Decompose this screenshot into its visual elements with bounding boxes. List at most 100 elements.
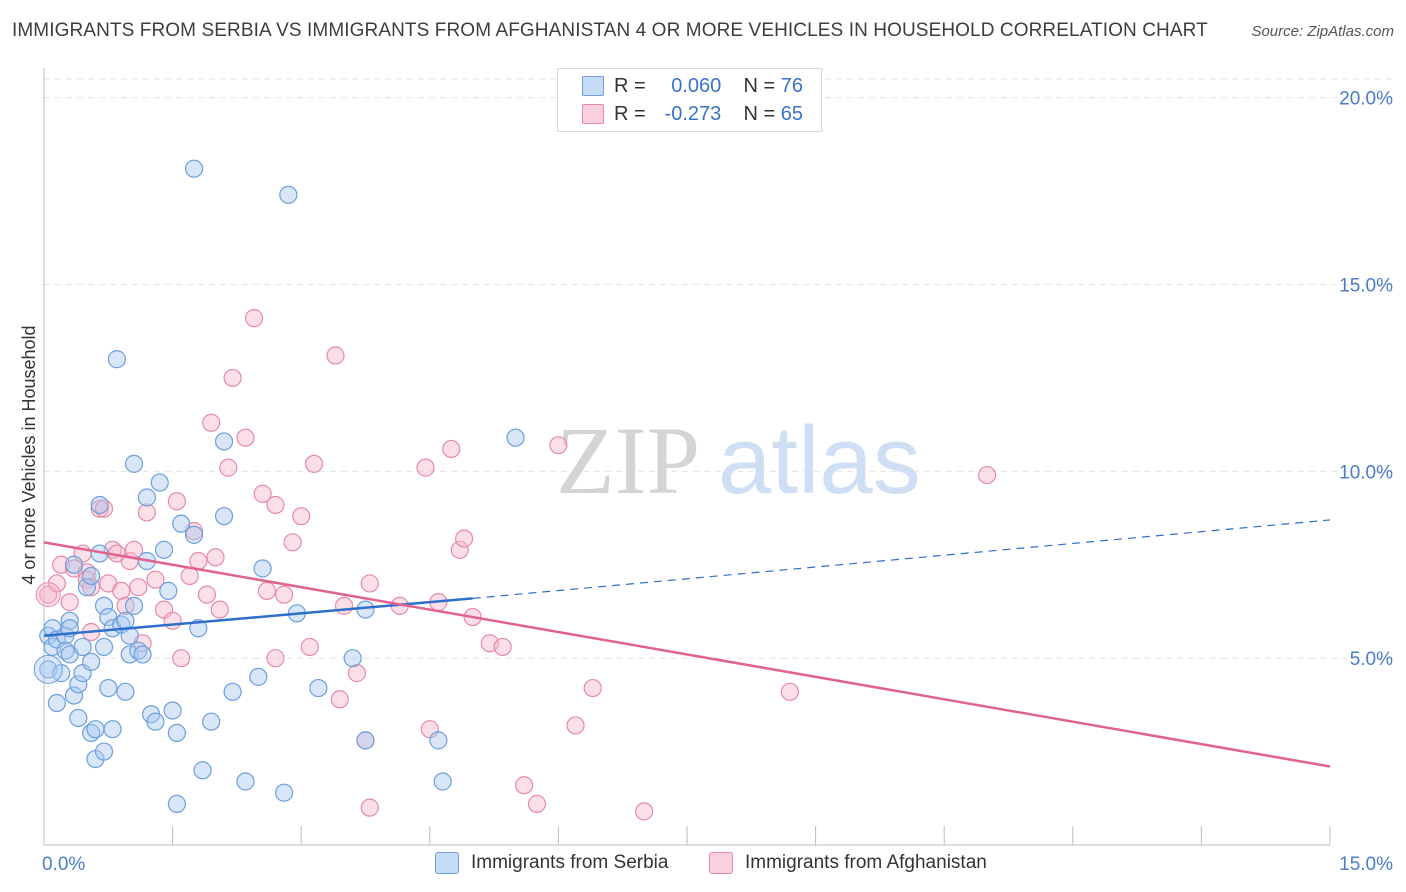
serbia-trend-extension [472,519,1331,599]
serbia-point [184,159,204,178]
legend-item-serbia[interactable]: Immigrants from Serbia [435,852,668,874]
afghanistan-point [292,507,311,526]
serbia-point [223,682,242,701]
afghanistan-r-label: R = [614,102,646,125]
serbia-point [429,731,448,750]
afghanistan-point [112,581,131,601]
serbia-point [103,720,122,739]
serbia-point [77,578,96,597]
serbia-point [69,708,88,728]
y-tick-label: 5.0% [1350,649,1393,670]
afghanistan-point [330,690,349,709]
serbia-point [124,454,144,473]
afghanistan-point [137,503,156,522]
chart-title: IMMIGRANTS FROM SERBIA VS IMMIGRANTS FRO… [12,20,1208,41]
tick-labels: 5.0% 10.0% 15.0% 20.0% 0.0% 15.0% [42,89,1393,875]
afghanistan-point [454,529,474,548]
afghanistan-legend-swatch [709,852,733,874]
afghanistan-point [583,678,602,698]
serbia-point [236,772,255,791]
afghanistan-point [515,776,534,795]
afghanistan-point [197,585,216,604]
serbia-point [193,761,212,780]
serbia-point [253,559,272,578]
afghanistan-point [129,578,148,597]
serbia-point [90,495,109,515]
serbia-point [167,794,186,813]
afghanistan-point [266,649,285,668]
afghanistan-point [442,439,461,459]
afghanistan-point [274,585,294,604]
afghanistan-n-value: 65 [780,102,803,125]
trend-lines [43,519,1331,768]
serbia-n-value: 76 [780,74,803,97]
serbia-point [124,596,144,615]
serbia-point [167,723,186,743]
serbia-point [189,619,208,638]
afghanistan-point [527,794,547,813]
watermark: ZIP atlas [556,407,921,514]
serbia-point [82,566,101,586]
serbia-point [279,185,298,204]
serbia-point [94,637,114,657]
afghanistan-point [146,570,165,589]
watermark-atlas: atlas [718,407,921,514]
serbia-point [214,432,234,451]
afghanistan-point [304,454,324,473]
serbia-point [172,514,191,533]
afghanistan-point [326,346,345,365]
serbia-n-label: N = [743,74,776,97]
serbia-point [154,540,174,559]
serbia-point [47,693,66,713]
afghanistan-point [253,484,272,503]
serbia-point [249,667,268,686]
afghanistan-point [244,309,264,328]
serbia-point [356,600,375,619]
serbia-point [274,783,294,802]
legend-row-serbia: R = 0.060 N = 76 [582,74,803,98]
serbia-point [99,678,118,698]
serbia-legend-swatch [435,852,459,874]
afghanistan-point [167,492,186,511]
y-tick-label: 10.0% [1339,462,1393,483]
serbia-point [133,645,152,664]
legend-row-afghanistan: R = -0.273 N = 65 [582,102,803,126]
serbia-point [64,686,84,705]
serbia-point [94,742,114,761]
afghanistan-point [450,540,469,559]
y-axis-title: 4 or more Vehicles in Household [19,325,39,584]
serbia-point [94,596,114,615]
afghanistan-point [206,548,225,567]
serbia-point [146,712,165,731]
serbia-point [309,678,328,698]
serbia-points [33,159,525,813]
y-tick-label: 20.0% [1339,89,1393,110]
afghanistan-point [347,664,367,683]
serbia-point [150,473,169,492]
x-tick-label: 15.0% [1339,854,1393,875]
afghanistan-point [210,600,229,619]
afghanistan-point [300,637,319,657]
source-credit: Source: ZipAtlas.com [1251,23,1394,40]
watermark-zip: ZIP [556,407,700,514]
legend-item-afghanistan[interactable]: Immigrants from Afghanistan [709,852,987,874]
afghanistan-point [223,368,242,388]
afghanistan-point [334,596,354,615]
afghanistan-trend-line [43,541,1331,768]
afghanistan-r-value: -0.273 [664,102,722,125]
afghanistan-point [360,574,379,593]
afghanistan-point [549,436,568,455]
afghanistan-point [493,637,512,657]
afghanistan-point [635,802,654,821]
afghanistan-legend-label: Immigrants from Afghanistan [745,852,987,873]
serbia-point [433,772,452,791]
serbia-point [64,555,84,574]
x-tick-label: 0.0% [42,854,85,875]
serbia-r-label: R = [614,74,646,97]
afghanistan-point [266,495,285,515]
afghanistan-point [60,593,79,612]
serbia-point [107,350,126,369]
serbia-point [184,525,204,544]
gridlines [44,78,1395,659]
